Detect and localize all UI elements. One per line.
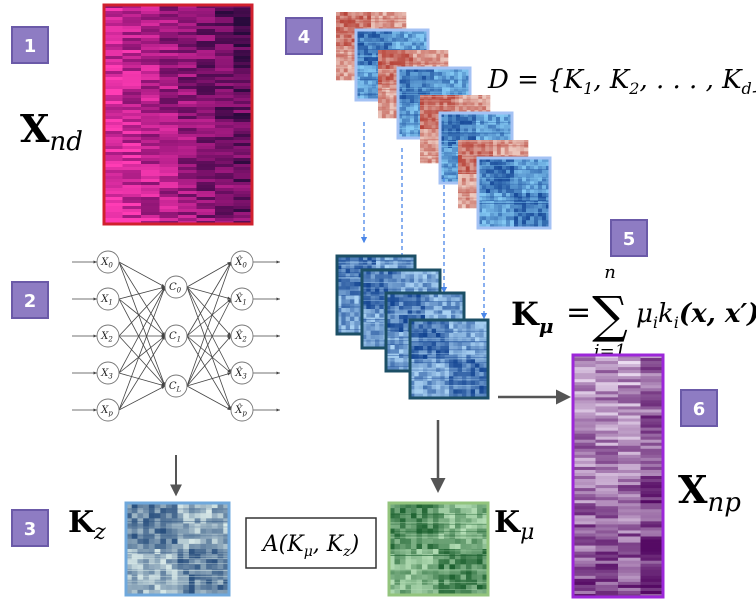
output-node: X̂p — [230, 398, 254, 422]
input-node: X3 — [96, 361, 120, 385]
output-node: X̂3 — [230, 361, 254, 385]
code-node: C0 — [164, 275, 188, 299]
code-node: CL — [164, 374, 188, 398]
svg-text:CL: CL — [169, 381, 182, 394]
output-node: X̂1 — [230, 287, 254, 311]
input-heatmap-border — [102, 3, 254, 226]
step-badge-5: 5 — [610, 219, 648, 257]
svg-text:X̂3: X̂3 — [234, 367, 247, 380]
svg-text:X1: X1 — [100, 294, 113, 307]
step-badge-3: 3 — [11, 509, 49, 547]
step-number: 3 — [24, 519, 37, 540]
output-node: X̂2 — [230, 324, 254, 348]
dashed-arrows — [360, 122, 488, 320]
input-node: X0 — [96, 250, 120, 274]
formula-eq: = — [566, 295, 591, 330]
svg-text:X3: X3 — [100, 368, 113, 381]
kernel-set-stack — [336, 12, 552, 230]
svg-text:C0: C0 — [169, 282, 182, 295]
step-number: 4 — [298, 27, 311, 48]
kmu-kernel-matrix — [389, 503, 489, 596]
input-node: X2 — [96, 324, 120, 348]
code-node: C1 — [164, 324, 188, 348]
svg-text:X̂0: X̂0 — [234, 256, 247, 269]
kernel-set-formula: D = {K1, K2, . . . , Kd} — [487, 65, 756, 98]
svg-text:X̂1: X̂1 — [234, 293, 247, 306]
input-data-heatmap — [104, 5, 253, 225]
step-badge-2: 2 — [11, 281, 49, 319]
output-heatmap-border — [571, 353, 665, 599]
k-mu-label: Kμ — [494, 505, 534, 545]
output-data-heatmap — [573, 355, 664, 598]
x-np-label: Xnp — [678, 467, 741, 518]
kz-border — [124, 501, 231, 597]
step-number: 1 — [24, 36, 37, 57]
input-node: X1 — [96, 287, 120, 311]
x-nd-label: Xnd — [20, 106, 83, 157]
svg-text:X̂p: X̂p — [234, 404, 247, 417]
step-number: 6 — [693, 399, 706, 420]
formula-sigma: ∑ — [592, 286, 628, 344]
alignment-box — [245, 517, 377, 569]
autoencoder-network: X0 X1 X2 X3 Xp C0 C1 CL X̂0 X̂1 X̂2 X̂3 X̂p — [72, 250, 280, 422]
alignment-formula: A(Kμ, Kz) — [261, 532, 359, 560]
step-badge-6: 6 — [680, 389, 718, 427]
formula-term: μiki(x, x′) — [636, 299, 756, 332]
svg-text:X̂2: X̂2 — [234, 330, 247, 343]
combined-kernel-stack — [335, 254, 490, 400]
svg-text:Xp: Xp — [100, 405, 113, 418]
step-badge-1: 1 — [11, 26, 49, 64]
step-number: 2 — [24, 291, 37, 312]
k-z-label: Kz — [68, 505, 106, 545]
formula-lhs: Kμ — [511, 295, 553, 338]
svg-text:C1: C1 — [169, 331, 181, 344]
output-node: X̂0 — [230, 250, 254, 274]
step-badge-4: 4 — [285, 17, 323, 55]
svg-text:X2: X2 — [100, 331, 113, 344]
formula-upper: n — [604, 262, 616, 283]
kz-kernel-matrix — [126, 503, 230, 596]
step-number: 5 — [623, 229, 636, 250]
kmu-sum-formula: Kμ = ∑ n i=1 μiki(x, x′) — [511, 262, 756, 362]
svg-text:X0: X0 — [100, 257, 113, 270]
kmu-border — [387, 501, 490, 597]
input-node: Xp — [96, 398, 120, 422]
